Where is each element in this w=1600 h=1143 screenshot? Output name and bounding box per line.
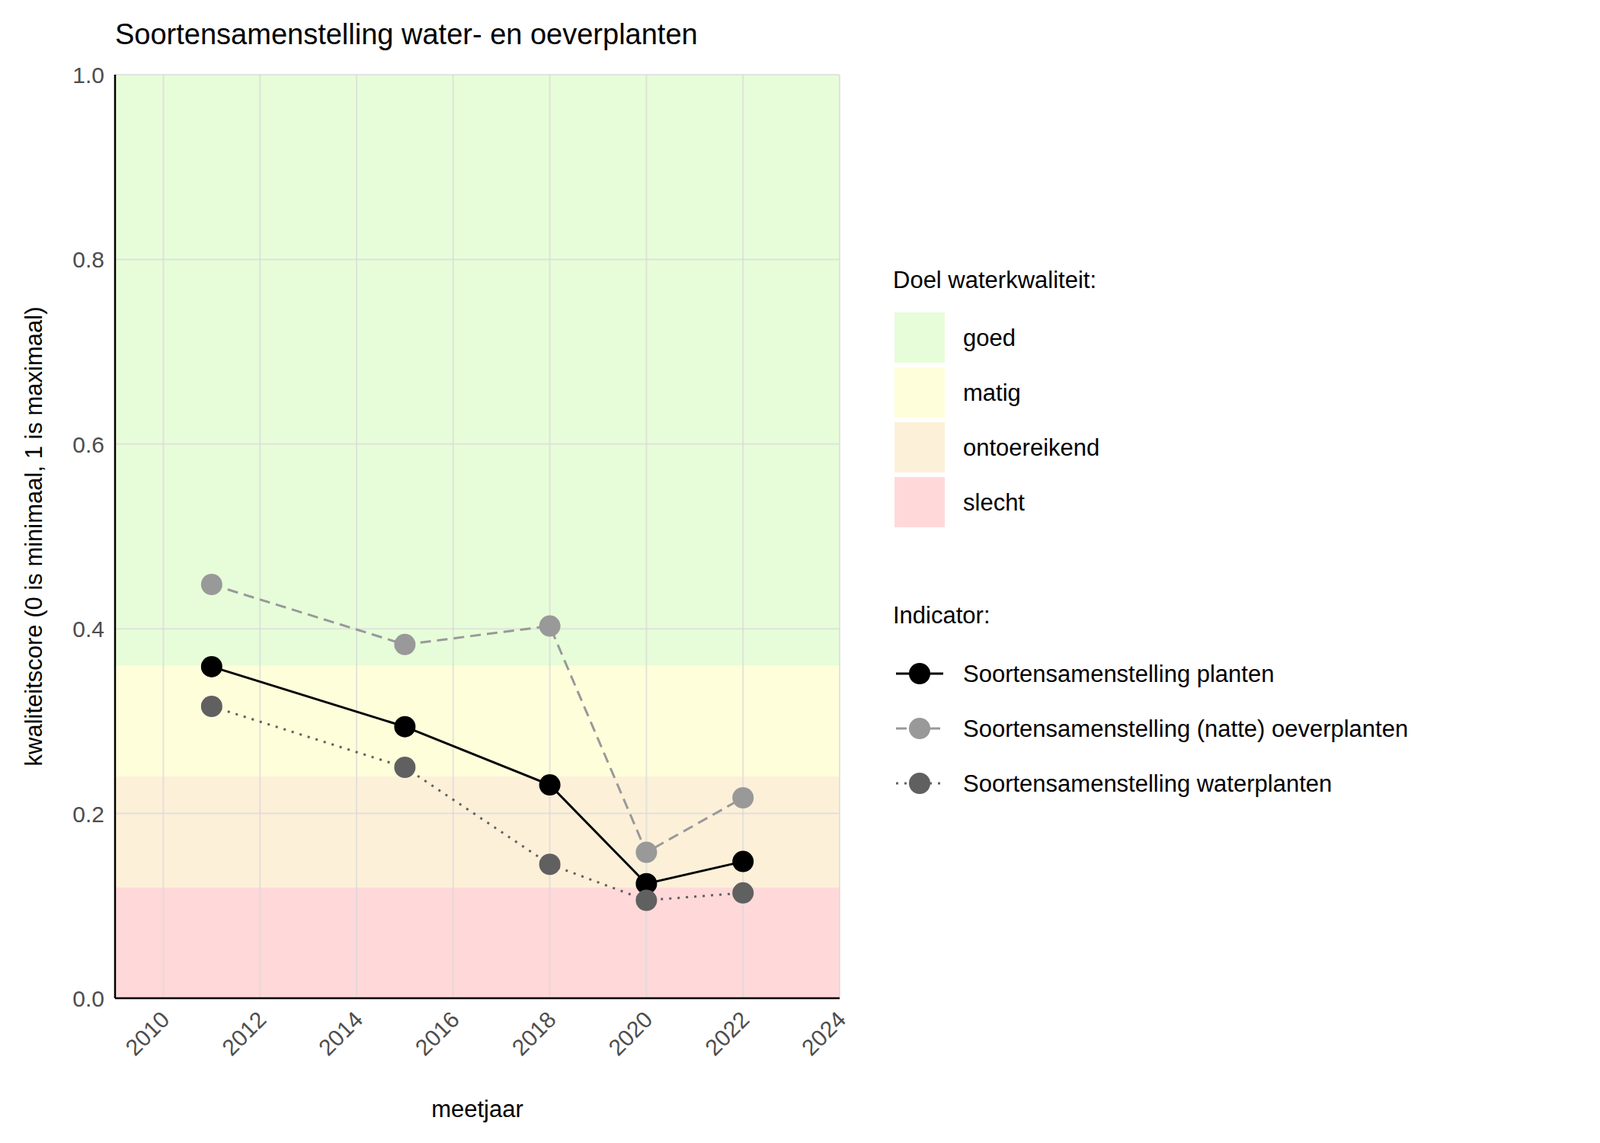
y-axis: [114, 74, 117, 999]
grid-line: [115, 258, 840, 260]
bands: [115, 74, 840, 999]
legend-swatch: [894, 312, 945, 363]
grid-line: [259, 74, 261, 999]
x-axis-label: meetjaar: [431, 1095, 524, 1123]
data-point: [732, 851, 754, 873]
grid-line: [115, 997, 840, 999]
x-tick-label: 2022: [700, 1006, 755, 1061]
legend-label: slecht: [963, 489, 1025, 516]
grid-line: [838, 74, 841, 999]
data-point: [201, 695, 223, 717]
data-point: [393, 716, 416, 738]
chart: 0.0 0.2 0.4 0.6 0.8 1.0 2010 2012 2014 2016 2018 20…: [0, 0, 1600, 1143]
grid-line: [452, 74, 455, 999]
legend-label: Soortensamenstelling waterplanten: [963, 770, 1332, 797]
band: [115, 776, 840, 887]
legend-marker: [908, 717, 931, 740]
legend-swatch: [894, 422, 945, 473]
series: [201, 573, 754, 912]
y-tick-label: 0.2: [72, 801, 105, 827]
y-tick-label: 1.0: [72, 62, 105, 88]
legend-swatch: [894, 367, 945, 418]
title: Soortensamenstelling water- en oeverplan…: [115, 18, 698, 51]
grid-line: [162, 74, 164, 999]
x-axis: [115, 997, 840, 1000]
data-point: [539, 615, 561, 637]
grid-line: [115, 627, 840, 630]
legend-marker: [908, 662, 931, 685]
y-tick-label: 0.8: [72, 246, 105, 272]
y-axis-label: kwaliteitscore (0 is minimaal, 1 is maxi…: [20, 307, 48, 767]
series-line: [211, 706, 743, 901]
grid: [115, 74, 840, 999]
data-point: [635, 889, 657, 912]
legend-label: ontoereikend: [963, 434, 1100, 461]
legend-swatch: [894, 476, 945, 528]
x-tick-label: 2020: [603, 1006, 658, 1061]
x-tick-label: 2012: [217, 1006, 272, 1061]
x-tick-label: 2016: [410, 1006, 465, 1061]
data-point: [201, 573, 223, 596]
y-tick-label: 0.4: [72, 616, 105, 642]
data-point: [732, 882, 754, 904]
data-point: [539, 774, 561, 796]
band: [115, 665, 840, 777]
legend-title: Doel waterkwaliteit:: [892, 266, 1097, 294]
x-tick-label: 2014: [313, 1006, 368, 1061]
legend-title: Indicator:: [892, 601, 991, 629]
x-tick-label: 2018: [506, 1006, 561, 1061]
grid-line: [355, 74, 358, 999]
y-tick-label: 0.6: [72, 432, 105, 458]
grid-line: [115, 73, 840, 76]
band: [115, 74, 840, 666]
data-point: [201, 656, 223, 678]
y-tick-label: 0.0: [72, 985, 105, 1012]
data-point: [393, 756, 416, 778]
data-point: [732, 787, 754, 809]
series-line: [211, 584, 743, 852]
grid-line: [115, 443, 840, 445]
data-point: [635, 841, 657, 864]
x-tick-label: 2010: [120, 1006, 175, 1061]
x-tick-label: 2024: [796, 1006, 852, 1061]
legend-label: goed: [963, 324, 1016, 352]
legend-label: Soortensamenstelling planten: [963, 660, 1274, 688]
data-point: [393, 633, 416, 656]
legend-marker: [908, 772, 931, 794]
data-point: [539, 853, 561, 875]
series-line: [211, 666, 743, 884]
band: [115, 887, 840, 999]
grid-line: [115, 812, 840, 815]
legend-label: Soortensamenstelling (natte) oeverplante…: [963, 715, 1408, 743]
legend-label: matig: [963, 379, 1021, 407]
